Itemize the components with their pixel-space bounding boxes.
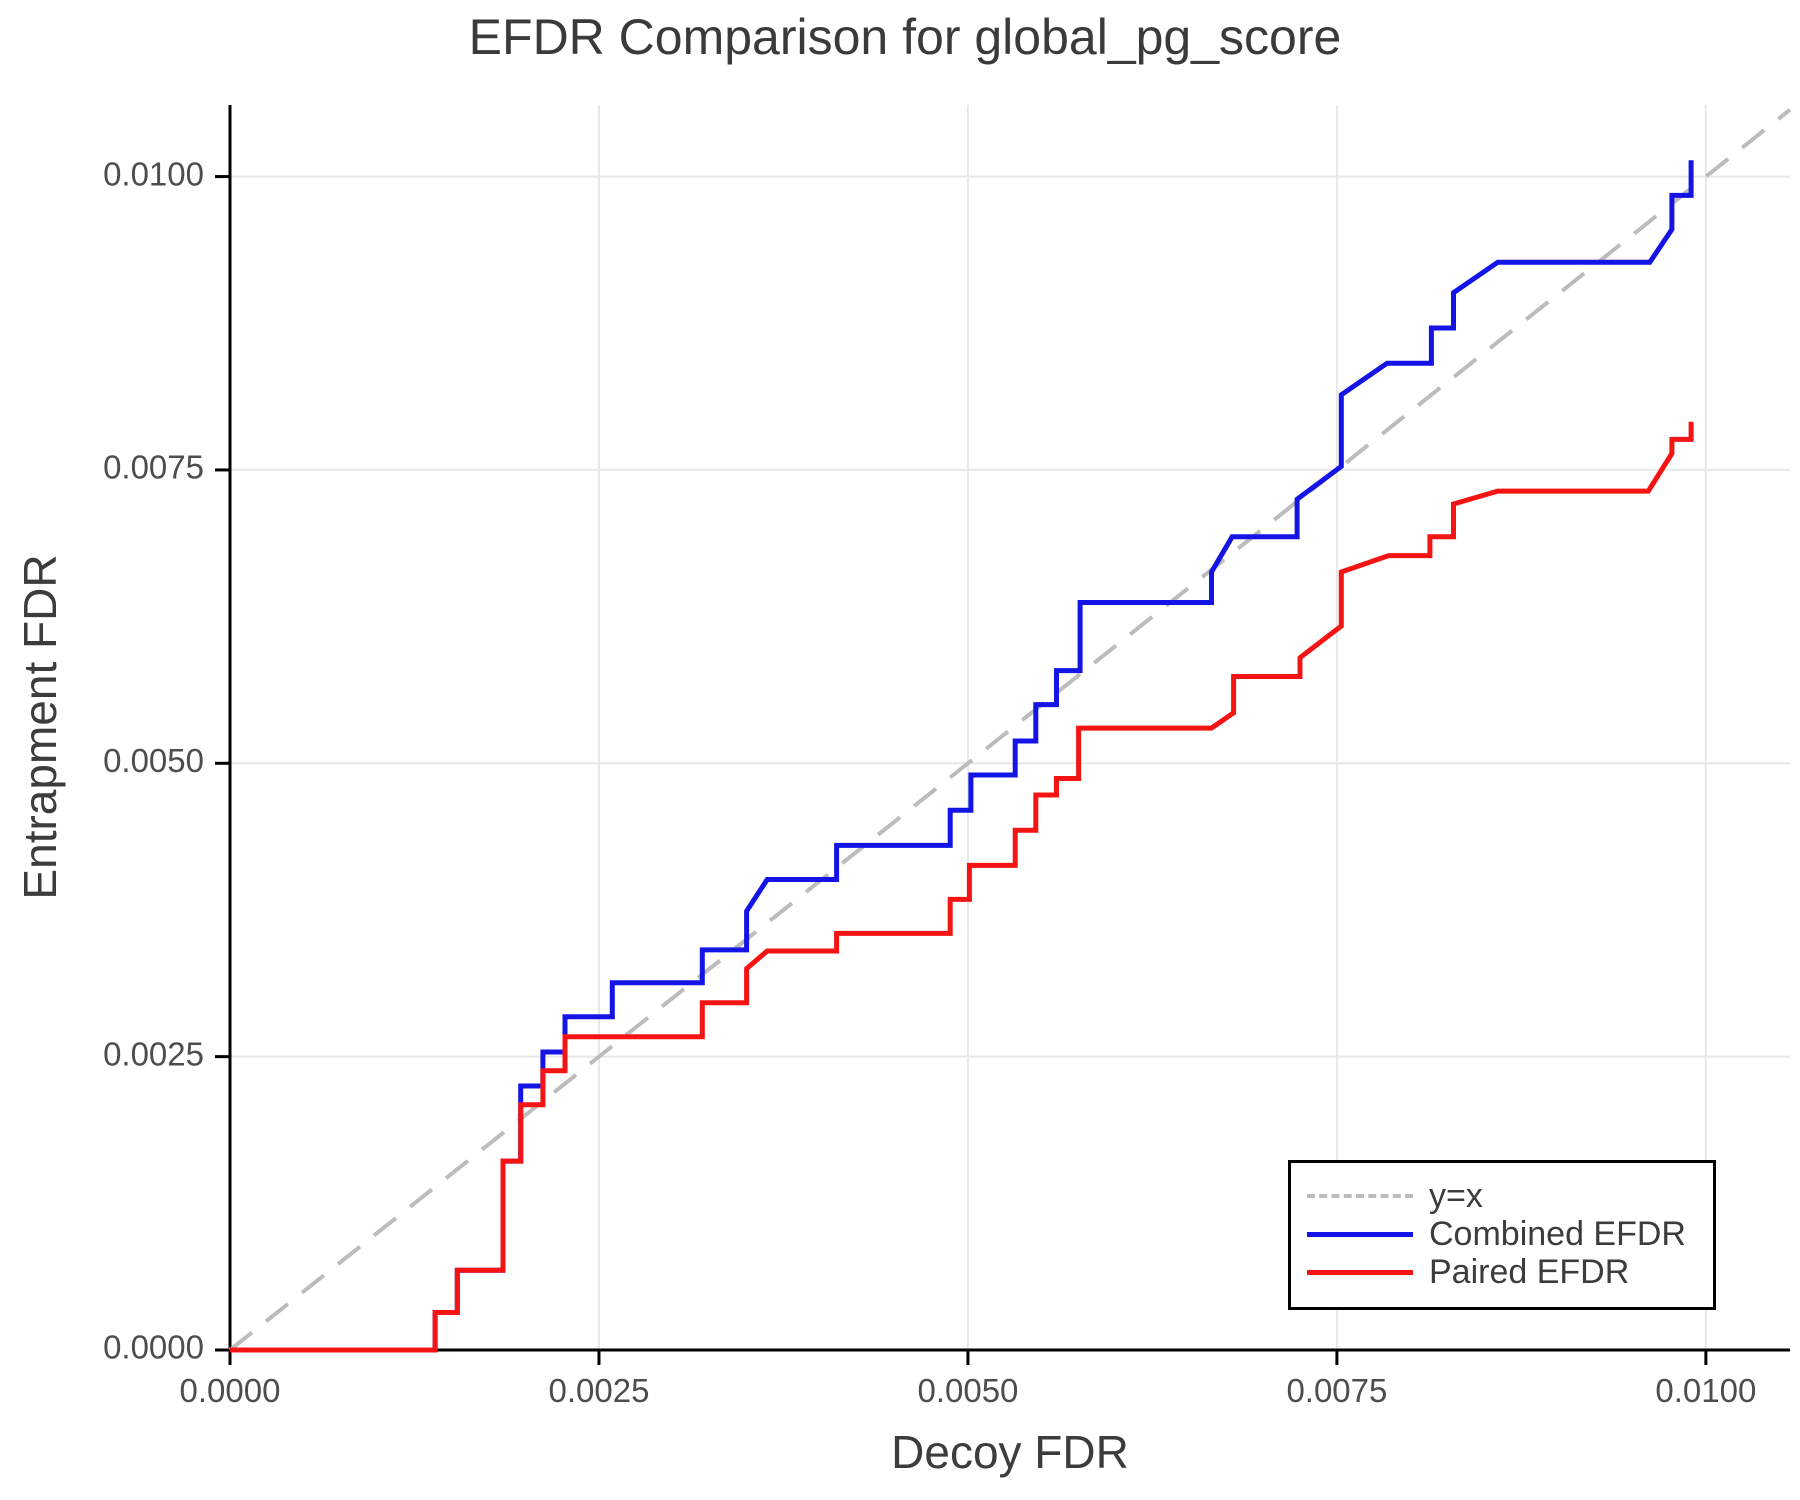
x-tick-label: 0.0000 bbox=[180, 1372, 281, 1409]
legend: y=x Combined EFDR Paired EFDR bbox=[1288, 1160, 1716, 1310]
legend-label-combined: Combined EFDR bbox=[1429, 1215, 1686, 1253]
legend-label-reference: y=x bbox=[1429, 1177, 1483, 1215]
x-tick-label: 0.0050 bbox=[917, 1372, 1018, 1409]
x-tick-label: 0.0100 bbox=[1655, 1372, 1756, 1409]
reference-line-y-equals-x bbox=[228, 108, 1792, 1352]
blue-line-icon bbox=[1307, 1231, 1413, 1237]
chart-title: EFDR Comparison for global_pg_score bbox=[468, 9, 1342, 65]
y-tick-label: 0.0075 bbox=[103, 449, 204, 486]
series-line-combined-efdr bbox=[230, 160, 1694, 1353]
dashed-line-icon bbox=[1307, 1194, 1413, 1198]
x-tick-label: 0.0025 bbox=[549, 1372, 650, 1409]
y-tick-label: 0.0050 bbox=[103, 742, 204, 779]
legend-row-combined: Combined EFDR bbox=[1307, 1215, 1713, 1253]
y-tick-label: 0.0000 bbox=[103, 1329, 204, 1366]
x-tick-label: 0.0075 bbox=[1286, 1372, 1387, 1409]
red-line-icon bbox=[1307, 1269, 1413, 1275]
x-axis-label: Decoy FDR bbox=[891, 1426, 1129, 1478]
y-tick-label: 0.0100 bbox=[103, 155, 204, 192]
legend-row-paired: Paired EFDR bbox=[1307, 1253, 1713, 1291]
y-axis-label: Entrapment FDR bbox=[14, 554, 66, 900]
legend-row-reference: y=x bbox=[1307, 1177, 1713, 1215]
y-tick-label: 0.0025 bbox=[103, 1035, 204, 1072]
legend-label-paired: Paired EFDR bbox=[1429, 1253, 1630, 1291]
series-line-paired-efdr bbox=[230, 421, 1694, 1353]
